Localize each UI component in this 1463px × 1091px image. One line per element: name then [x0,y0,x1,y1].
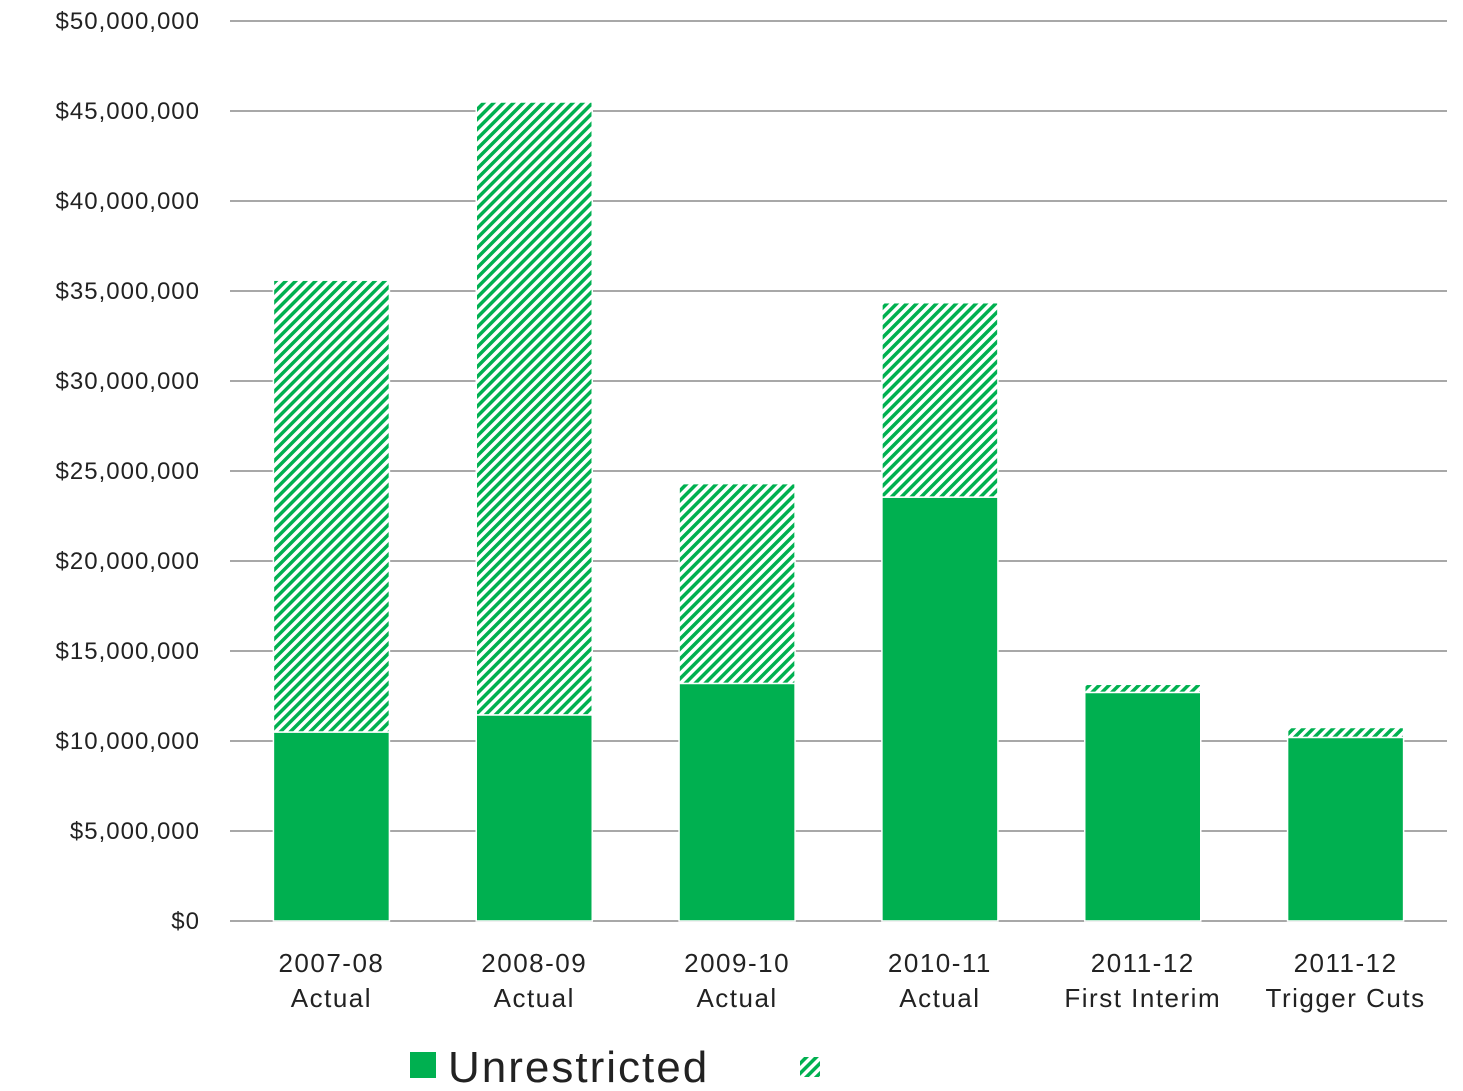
bar-hatched [678,482,796,685]
legend-swatch-hatched [800,1057,820,1077]
y-tick-label: $5,000,000 [70,818,200,845]
x-tick-label: 2007-08 Actual [278,948,384,1013]
bar-unrestricted [881,496,999,922]
legend: Unrestricted [410,1043,820,1091]
y-tick-label: $10,000,000 [56,728,200,755]
y-tick-label: $50,000,000 [56,8,200,35]
bar-hatched [475,101,593,716]
y-tick-label: $30,000,000 [56,368,200,395]
y-tick-label: $25,000,000 [56,458,200,485]
bars [272,101,1405,922]
gridlines [230,20,1447,922]
x-tick-label: 2011-12 First Interim [1064,948,1221,1013]
x-tick-label: 2008-09 Actual [481,948,587,1013]
x-axis-ticks: 2007-08 Actual 2008-09 Actual 2009-10 Actual 2… [278,948,1426,1013]
bar-hatched [1286,726,1405,739]
y-tick-label: $20,000,000 [56,548,200,575]
bar-unrestricted [1286,736,1405,922]
x-tick-label: 2010-11 Actual [888,948,992,1013]
x-tick-label: 2011-12 Trigger Cuts [1266,948,1426,1013]
y-tick-label: $45,000,000 [56,98,200,125]
bar-hatched [272,279,391,733]
y-tick-label: $15,000,000 [56,638,200,665]
x-tick-label: 2009-10 Actual [684,948,790,1013]
bar-unrestricted [678,682,796,922]
y-tick-label: $40,000,000 [56,188,200,215]
bar-unrestricted [475,714,593,922]
bar-unrestricted [272,731,391,922]
bar-unrestricted [1084,691,1202,922]
bar-hatched [881,301,999,498]
bar-hatched [1084,683,1202,694]
y-tick-label: $0 [171,908,200,935]
legend-swatch-unrestricted [410,1052,436,1078]
legend-label-unrestricted: Unrestricted [448,1043,709,1091]
y-axis-ticks: $0 $5,000,000 $10,000,000 $15,000,000 $20,00… [56,8,200,935]
y-tick-label: $35,000,000 [56,278,200,305]
